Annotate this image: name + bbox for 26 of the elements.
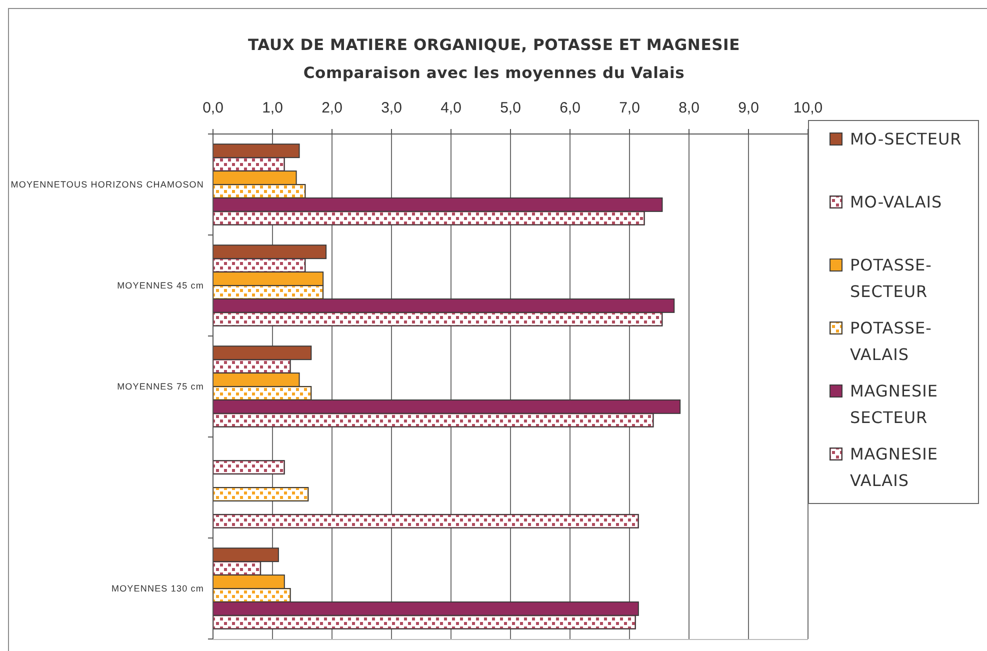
x-tick-label: 4,0 bbox=[440, 99, 462, 116]
x-tick-label: 9,0 bbox=[738, 99, 759, 116]
y-tick-label: MOYENNES 130 cm bbox=[111, 584, 204, 594]
x-tick-label: 7,0 bbox=[619, 99, 640, 116]
x-tick-label: 5,0 bbox=[500, 99, 521, 116]
y-tick-label: MOYENNES 45 cm bbox=[117, 280, 204, 291]
y-tick-label: MOYENNES 75 cm bbox=[117, 382, 204, 392]
legend-label: MAGNESIE SECTEUR bbox=[850, 382, 938, 427]
x-tick-label: 0,0 bbox=[202, 99, 224, 116]
bar bbox=[212, 514, 639, 528]
legend-label: MO-SECTEUR bbox=[850, 130, 962, 149]
x-tick-label: 3,0 bbox=[381, 99, 402, 116]
legend-label: MAGNESIE VALAIS bbox=[850, 444, 938, 490]
legend-label: MO-VALAIS bbox=[850, 192, 942, 212]
x-tick-label: 2,0 bbox=[322, 99, 342, 116]
x-tick-label: 6,0 bbox=[560, 99, 580, 116]
x-tick-label: 1,0 bbox=[262, 99, 283, 116]
x-tick-label: 8,0 bbox=[678, 99, 700, 116]
chart-title: TAUX DE MATIERE ORGANIQUE, POTASSE ET MAGNESIE bbox=[248, 36, 740, 54]
legend-label: POTASSE-VALAIS bbox=[850, 318, 932, 364]
y-tick-label: MOYENNETOUS HORIZONS CHAMOSON bbox=[10, 180, 204, 190]
x-tick-label: 10,0 bbox=[793, 99, 823, 116]
bar bbox=[212, 487, 309, 502]
legend-label: POTASSE-SECTEUR bbox=[850, 256, 932, 301]
bar bbox=[212, 460, 285, 475]
chart-subtitle: Comparaison avec les moyennes du Valais bbox=[303, 64, 685, 82]
